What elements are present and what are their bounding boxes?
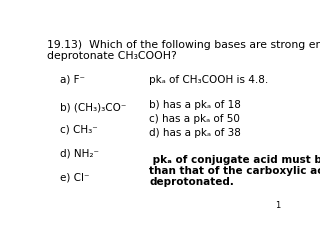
Text: c) has a pkₐ of 50: c) has a pkₐ of 50 [149, 114, 240, 124]
Text: 1: 1 [275, 201, 281, 210]
Text: d) has a pkₐ of 38: d) has a pkₐ of 38 [149, 128, 241, 138]
Text: d) NH₂⁻: d) NH₂⁻ [60, 149, 99, 159]
Text: deprotonated.: deprotonated. [149, 177, 234, 187]
Text: a) F⁻: a) F⁻ [60, 75, 85, 85]
Text: b) (CH₃)₃CO⁻: b) (CH₃)₃CO⁻ [60, 102, 126, 112]
Text: e) Cl⁻: e) Cl⁻ [60, 173, 89, 183]
Text: pkₐ of conjugate acid must be greater: pkₐ of conjugate acid must be greater [149, 155, 320, 165]
Text: c) CH₃⁻: c) CH₃⁻ [60, 125, 98, 134]
Text: than that of the carboxylic acid being: than that of the carboxylic acid being [149, 166, 320, 176]
Text: pkₐ of CH₃COOH is 4.8.: pkₐ of CH₃COOH is 4.8. [149, 75, 268, 85]
Text: 19.13)  Which of the following bases are strong enough to: 19.13) Which of the following bases are … [47, 40, 320, 50]
Text: b) has a pkₐ of 18: b) has a pkₐ of 18 [149, 101, 241, 110]
Text: deprotonate CH₃COOH?: deprotonate CH₃COOH? [47, 51, 177, 61]
